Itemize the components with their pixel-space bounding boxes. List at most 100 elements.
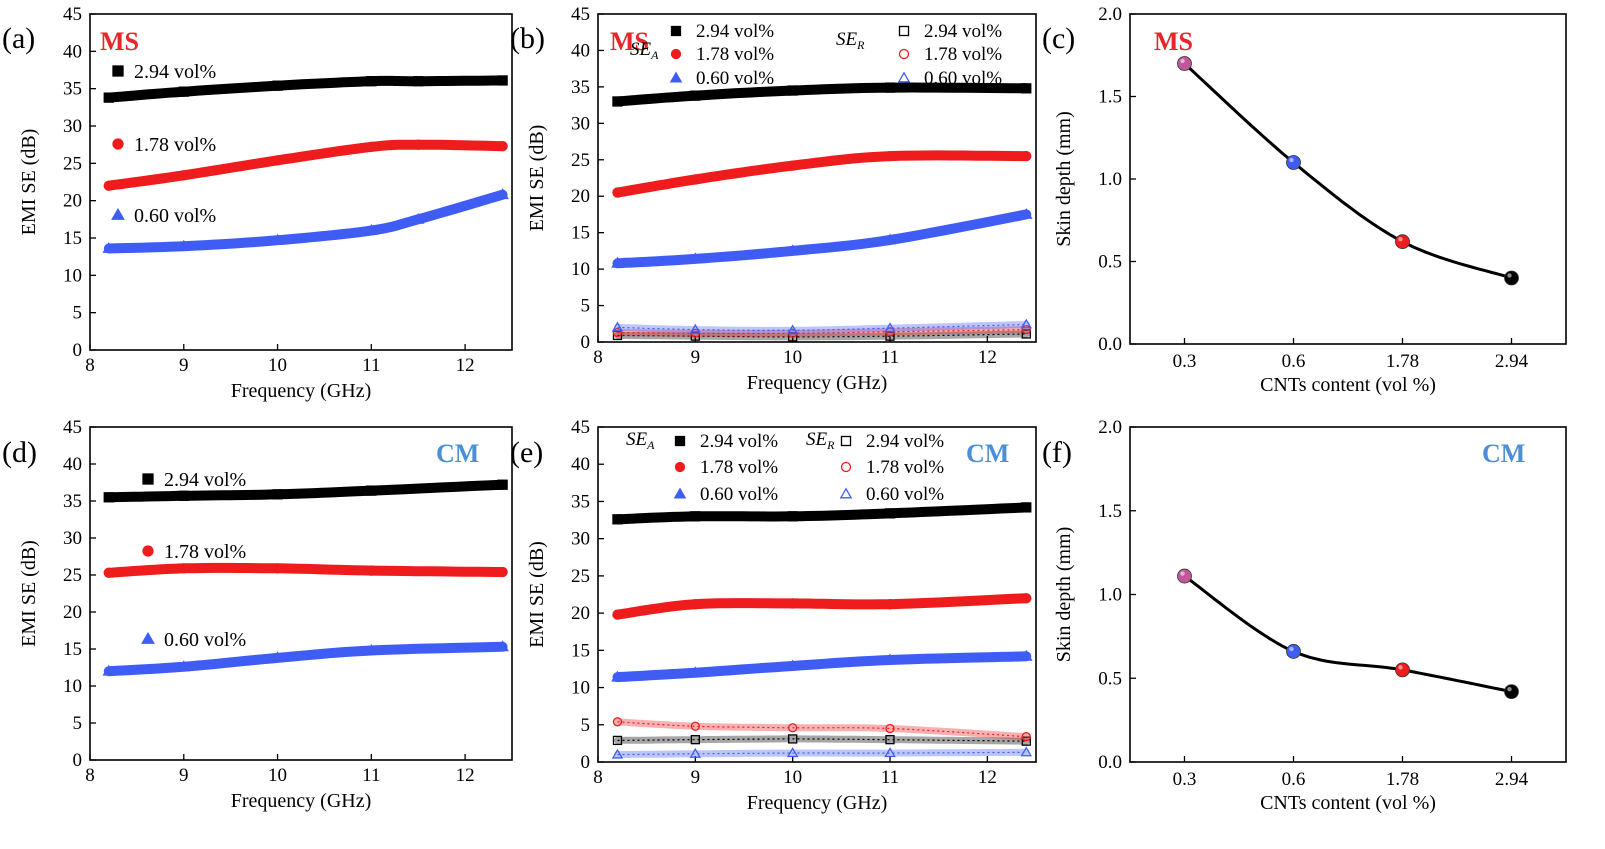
data-point [612,96,623,107]
x-tick-label: 8 [593,347,603,368]
data-point [1021,150,1032,162]
data-point [1021,593,1032,604]
x-axis-label: Frequency (GHz) [747,372,888,394]
legend-label: 0.60 vol% [924,68,1002,89]
sample-tag: MS [610,27,649,56]
y-tick-label: 45 [63,4,82,25]
y-tick-label: 40 [63,454,82,475]
x-tick-label: 12 [456,355,475,376]
data-point [102,241,116,253]
data-point [497,75,508,86]
point-highlight [1398,665,1403,670]
data-point [1019,649,1033,661]
series-line [617,323,1027,331]
y-tick-label: 10 [63,676,82,697]
legend-label: 1.78 vol% [700,457,778,478]
data-point [413,139,424,150]
legend-label: 2.94 vol% [866,431,944,452]
x-tick-label: 8 [85,765,95,786]
data-point [690,511,701,522]
x-tick-label: 10 [783,767,802,788]
series-band [612,82,1032,107]
series-1-78-vol--SE_R [612,717,1031,742]
data-point [689,323,702,334]
data-point [366,76,377,87]
y-tick-label: 30 [63,116,82,137]
plot-frame [1129,426,1567,763]
series-band [612,651,1032,683]
y-tick-label: 35 [63,79,82,100]
x-tick-label: 12 [456,765,475,786]
series-0-60-vol- [102,188,509,254]
data-point [690,90,701,101]
data-point [788,734,798,744]
data-point [884,747,896,758]
y-tick-label: 25 [571,150,590,171]
point-highlight [1398,237,1403,242]
series-0-60-vol--SE_A [611,649,1033,683]
y-tick-label: 20 [571,186,590,207]
data-point [612,735,623,746]
panel-b: 8 9 10 11 12 0 5 10 15 20 25 30 35 40 45 Frequency (GHz… [510,4,1037,394]
series-band [103,139,508,191]
x-tick-label: 12 [978,347,997,368]
panel-label: (c) [1042,22,1075,55]
series-line [617,721,1027,738]
data-point [884,599,896,610]
data-point [497,141,508,152]
data-point [786,324,799,335]
series-2-94-vol--SE_A [612,82,1032,107]
legend-marker [112,138,124,150]
legend-label: 1.78 vol% [164,541,246,563]
y-tick-label: 5 [581,715,591,736]
y-tick-label: 20 [571,603,590,624]
y-tick-label: 0 [73,750,83,771]
series-0-60-vol- [102,640,509,677]
legend-marker [898,25,910,37]
legend-label: 0.60 vol% [134,205,216,227]
data-point [366,565,377,576]
series-2-94-vol--SE_R [612,734,1031,746]
data-point [366,141,377,153]
fit-curve [1183,574,1512,694]
data-point [689,666,702,678]
y-tick-label: 45 [63,417,82,438]
data-point [690,599,701,610]
data-point [689,252,702,264]
sample-tag: CM [1482,439,1525,468]
data-point [178,170,189,181]
data-point [365,224,378,236]
series-band [103,75,508,103]
skin-depth-point [1177,568,1192,584]
y-tick-label: 25 [63,565,82,586]
legend-label: 1.78 vol% [866,457,944,478]
y-axis-label: EMI SE (dB) [526,541,548,648]
point-highlight [1180,58,1185,64]
x-tick-label: 2.94 [1495,769,1529,790]
data-point [611,670,624,682]
y-tick-label: 2.0 [1098,417,1122,438]
legend-label: 1.78 vol% [924,44,1002,65]
data-point [885,723,895,734]
y-axis-label: EMI SE (dB) [526,125,548,232]
data-point [786,659,799,671]
plot-frame [89,426,513,761]
x-tick-label: 10 [783,347,802,368]
data-point [787,511,798,522]
data-point [272,155,283,166]
data-point [497,479,508,490]
y-tick-label: 10 [571,259,590,280]
x-tick-label: 9 [691,347,701,368]
data-point [787,160,798,171]
data-point [103,180,114,191]
data-point [1021,324,1031,335]
y-tick-label: 0.5 [1098,668,1122,689]
x-tick-label: 10 [268,765,287,786]
data-point [690,331,700,341]
y-tick-label: 0 [581,752,591,773]
series-2-94-vol- [103,479,508,503]
data-point [690,721,700,731]
y-tick-label: 1.5 [1098,501,1122,522]
x-axis-label: CNTs content (vol %) [1260,374,1436,396]
point-highlight [1289,157,1294,163]
